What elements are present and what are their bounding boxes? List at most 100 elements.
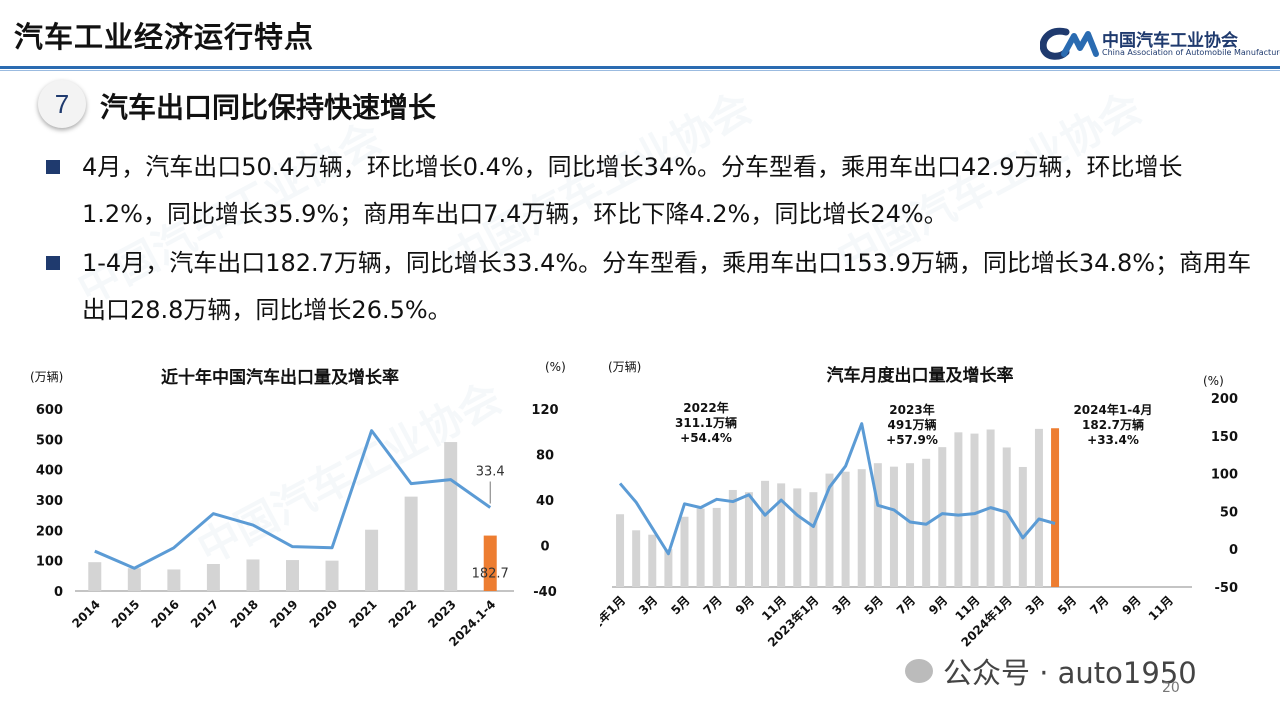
monthly-export-chart: 汽车月度出口量及增长率 (万辆) (%) 0102030405060-50050… [600, 360, 1239, 650]
bar [696, 508, 705, 587]
x-axis-tick-label: 2014 [69, 597, 103, 631]
x-axis-tick-label: 7月 [1087, 593, 1111, 617]
right-axis-tick-label: 100 [1211, 468, 1238, 483]
logo-name-en: China Association of Automobile Manufact… [1102, 48, 1280, 57]
x-axis-tick-label: 2020 [307, 597, 341, 631]
bullet-square-icon [46, 256, 60, 270]
bar [809, 492, 818, 587]
x-axis-tick-label: 2018 [228, 597, 262, 631]
wechat-account-text: 公众号 · auto1950 [943, 656, 1197, 690]
bar [1051, 428, 1060, 587]
bar [1002, 447, 1011, 587]
right-axis-tick-label: -40 [533, 585, 557, 600]
left-axis-unit: (万辆) [30, 370, 63, 384]
right-axis-tick-label: 40 [536, 494, 554, 509]
x-axis-tick-label: 2022 [386, 597, 420, 631]
bar [444, 442, 458, 591]
bar [761, 480, 770, 587]
bar [664, 549, 673, 587]
bar [873, 463, 882, 587]
bar [246, 559, 260, 591]
x-axis-tick-label: 9月 [733, 593, 757, 617]
left-axis-tick-label: 100 [36, 555, 63, 570]
x-axis-tick-label: 2023 [425, 597, 459, 631]
bullet-text: 4月，汽车出口50.4万辆，环比增长0.4%，同比增长34%。分车型看，乘用车出… [82, 153, 1183, 228]
page-number: 20 [1162, 680, 1180, 696]
header-divider [0, 66, 1280, 69]
right-axis-unit: (%) [1203, 374, 1224, 388]
wechat-icon [905, 659, 933, 683]
right-axis-tick-label: 80 [536, 449, 554, 464]
x-axis-tick-label: 5月 [668, 593, 692, 617]
growth-rate-line [94, 429, 492, 570]
annotation-line: +54.4% [680, 431, 732, 445]
right-axis-tick-label: 150 [1211, 430, 1238, 445]
bar [906, 463, 915, 587]
left-axis-unit: (万辆) [608, 360, 641, 374]
right-axis-tick-label: -50 [1215, 581, 1239, 596]
bar [206, 564, 220, 591]
section-number-badge: 7 [38, 80, 86, 128]
left-axis-tick-label: 300 [36, 494, 63, 509]
x-axis-tick-label: 2016 [148, 597, 182, 631]
x-axis-tick-label: 7月 [701, 593, 725, 617]
right-axis-tick-label: 120 [531, 403, 558, 418]
x-axis-tick-label: 3月 [829, 593, 853, 617]
x-axis-tick-label: 2019 [267, 597, 301, 631]
bar [712, 507, 721, 587]
x-axis-tick-label: 11月 [1146, 593, 1176, 623]
bar [483, 535, 497, 591]
bar [167, 569, 181, 591]
section-title: 汽车出口同比保持快速增长 [100, 91, 437, 124]
x-axis-tick-label: 5月 [1055, 593, 1079, 617]
bar [938, 447, 947, 587]
bullet-square-icon [46, 160, 60, 174]
x-axis-tick-label: 2017 [188, 597, 222, 631]
annotation-line: 2024年1-4月 [1073, 402, 1152, 417]
x-axis-tick-label: 3月 [636, 593, 660, 617]
bar [728, 489, 737, 587]
bullet-text: 1-4月，汽车出口182.7万辆，同比增长33.4%。分车型看，乘用车出口153… [82, 249, 1252, 324]
header-divider-thin [0, 70, 1280, 71]
annotation-line: 2023年 [889, 402, 934, 417]
bar [777, 483, 786, 587]
x-axis-tick-label: 2015 [109, 597, 143, 631]
annotation-line: 2022年 [683, 400, 728, 415]
x-axis-tick-label: 9月 [926, 593, 950, 617]
left-axis-tick-label: 600 [36, 403, 63, 418]
x-axis-tick-label: 3月 [1023, 593, 1047, 617]
x-axis-tick-label: 2022年1月 [600, 593, 628, 650]
page-title: 汽车工业经济运行特点 [14, 20, 315, 54]
x-axis-tick-label: 9月 [1119, 593, 1143, 617]
bar [127, 568, 141, 591]
right-axis-unit: (%) [545, 360, 566, 374]
bar [632, 530, 641, 587]
caam-logo: 中国汽车工业协会 China Association of Automobile… [1040, 26, 1280, 62]
right-axis-tick-label: 0 [540, 540, 549, 555]
x-axis-tick-label: 7月 [894, 593, 918, 617]
data-label: 182.7 [472, 567, 509, 582]
annotation-line: 491万辆 [887, 417, 936, 432]
year-summary-annotation: 2024年1-4月 182.7万辆+33.4% [1073, 402, 1152, 447]
right-axis-tick-label: 200 [1211, 392, 1238, 407]
growth-rate-line [618, 422, 1056, 556]
bar [1018, 466, 1027, 587]
bar [825, 473, 834, 587]
logo-name-cn: 中国汽车工业协会 [1102, 31, 1238, 51]
bar [88, 562, 102, 591]
bar [744, 492, 753, 587]
year-summary-annotation: 2023年 491万辆+57.9% [886, 402, 938, 447]
annotation-line: 182.7万辆 [1082, 417, 1144, 432]
left-axis-tick-label: 200 [36, 524, 63, 539]
left-axis-tick-label: 0 [54, 585, 63, 600]
bar [680, 516, 689, 587]
bar [841, 471, 850, 587]
data-label: 33.4 [476, 465, 505, 480]
bar [404, 496, 418, 591]
bar [1034, 428, 1043, 587]
bar [954, 432, 963, 587]
x-axis-tick-label: 2021 [346, 597, 380, 631]
bar [793, 488, 802, 587]
bar [857, 469, 866, 587]
annual-export-chart: 近十年中国汽车出口量及增长率 (万辆) (%) 0100200300400500… [30, 360, 566, 649]
